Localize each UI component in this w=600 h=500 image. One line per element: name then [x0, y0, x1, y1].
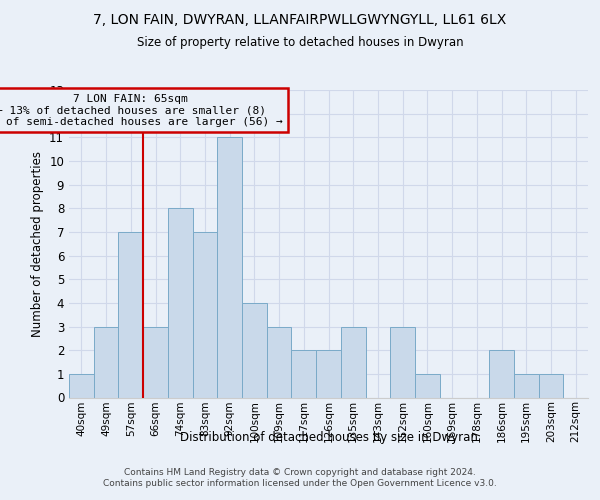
Bar — [539, 374, 563, 398]
Text: Size of property relative to detached houses in Dwyran: Size of property relative to detached ho… — [137, 36, 463, 49]
Bar — [143, 326, 168, 398]
Bar — [316, 350, 341, 398]
Bar — [514, 374, 539, 398]
Bar — [489, 350, 514, 398]
Bar — [94, 326, 118, 398]
Bar — [341, 326, 365, 398]
Bar — [390, 326, 415, 398]
Text: 7, LON FAIN, DWYRAN, LLANFAIRPWLLGWYNGYLL, LL61 6LX: 7, LON FAIN, DWYRAN, LLANFAIRPWLLGWYNGYL… — [94, 12, 506, 26]
Bar — [292, 350, 316, 398]
Bar — [168, 208, 193, 398]
Bar — [217, 138, 242, 398]
Bar — [415, 374, 440, 398]
Bar — [242, 303, 267, 398]
Bar — [118, 232, 143, 398]
Text: Distribution of detached houses by size in Dwyran: Distribution of detached houses by size … — [180, 431, 478, 444]
Y-axis label: Number of detached properties: Number of detached properties — [31, 151, 44, 337]
Bar — [193, 232, 217, 398]
Bar — [69, 374, 94, 398]
Text: 7 LON FAIN: 65sqm
← 13% of detached houses are smaller (8)
88% of semi-detached : 7 LON FAIN: 65sqm ← 13% of detached hous… — [0, 94, 283, 126]
Bar — [267, 326, 292, 398]
Text: Contains HM Land Registry data © Crown copyright and database right 2024.
Contai: Contains HM Land Registry data © Crown c… — [103, 468, 497, 487]
